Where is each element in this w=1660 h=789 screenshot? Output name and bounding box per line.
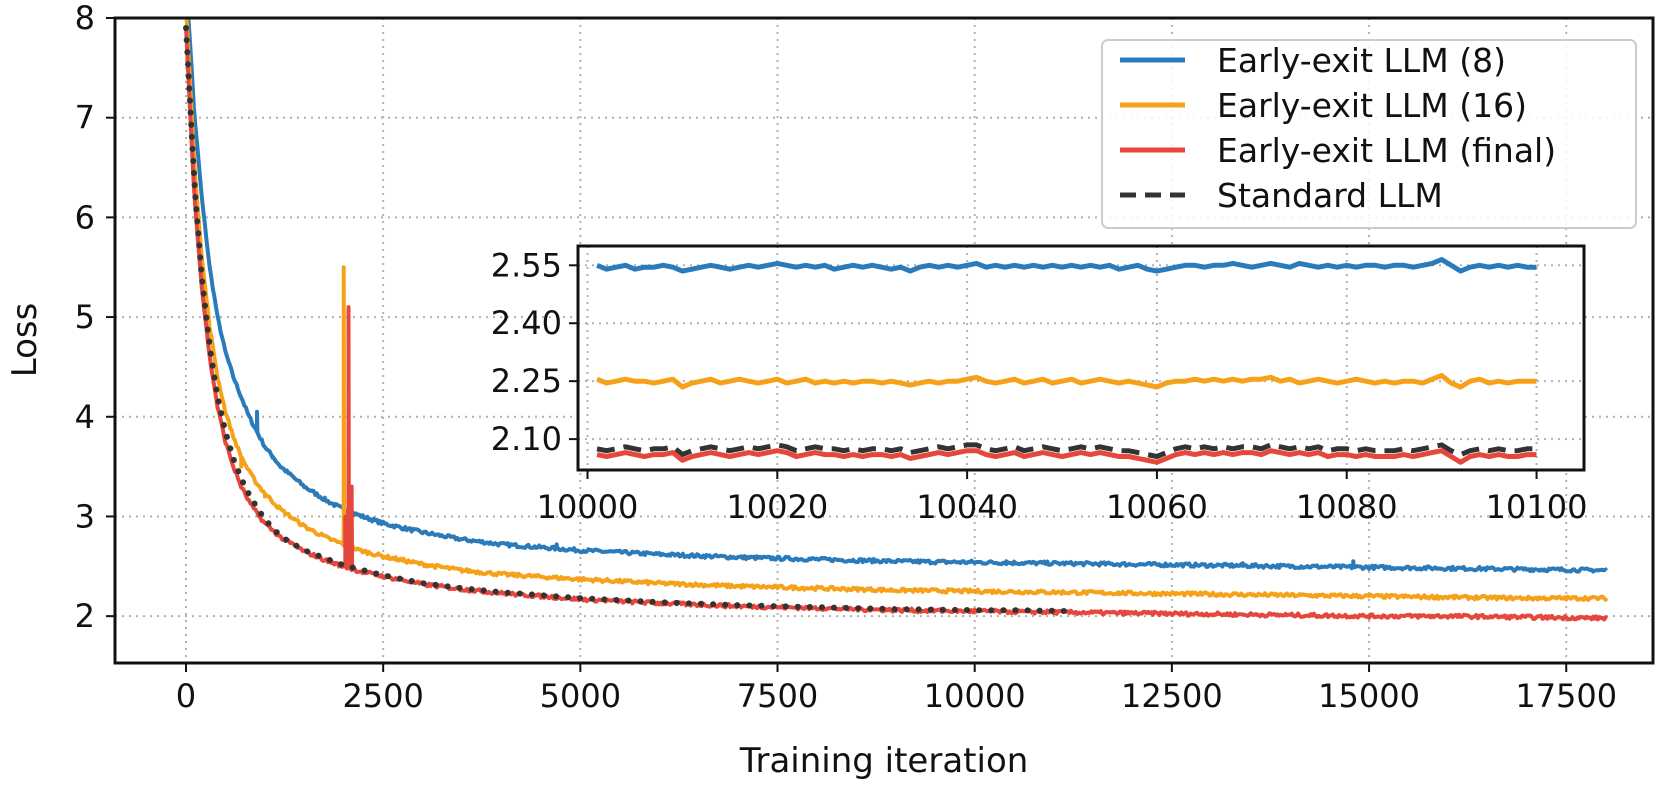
inset-x-tick-label: 10020: [726, 488, 828, 526]
y-tick-label: 5: [75, 298, 95, 336]
inset-x-tick-label: 10000: [537, 488, 639, 526]
x-tick-label: 5000: [540, 677, 621, 715]
legend-items: Early-exit LLM (8) Early-exit LLM (16) Ear…: [1120, 41, 1556, 215]
x-tick-label: 0: [176, 677, 196, 715]
inset-plot-frame: [576, 244, 1586, 472]
y-tick-label: 6: [75, 198, 95, 236]
x-tick-label: 15000: [1318, 677, 1420, 715]
main-series-group: [183, 18, 1608, 622]
legend-label-early-exit-llm-16: Early-exit LLM (16): [1217, 86, 1527, 125]
inset-background: [578, 246, 1584, 470]
legend-box: [1101, 39, 1637, 229]
series-line-early-exit-llm-final: [184, 27, 1608, 622]
inset-y-tick-label: 2.55: [491, 246, 562, 284]
x-tick-label: 10000: [924, 677, 1026, 715]
legend-label-standard-llm: Standard LLM: [1217, 176, 1443, 215]
legend-label-early-exit-llm-8: Early-exit LLM (8): [1217, 41, 1506, 80]
inset-x-tick-label: 10100: [1486, 488, 1588, 526]
x-axis-label: Training iteration: [739, 741, 1029, 781]
x-tick-label: 12500: [1121, 677, 1223, 715]
inset-x-tick-label: 10080: [1296, 488, 1398, 526]
x-tick-label: 17500: [1515, 677, 1617, 715]
inset-axis-ticks: 10000 10020 10040 10060 10080 10100 2.10 2.25 2.…: [491, 246, 1588, 526]
inset-series-line-early-exit-llm-final: [596, 448, 1537, 465]
x-tick-label: 7500: [737, 677, 818, 715]
y-tick-label: 2: [75, 597, 95, 635]
series-line-early-exit-llm-8: [186, 18, 1608, 574]
legend: Early-exit LLM (8) Early-exit LLM (16) Ear…: [1101, 39, 1637, 229]
main-plot-frame: [113, 16, 1655, 665]
inset-plot-lines: [596, 257, 1537, 465]
inset-y-tick-label: 2.25: [491, 362, 562, 400]
y-tick-label: 3: [75, 497, 95, 535]
inset-y-tick-label: 2.40: [491, 304, 562, 342]
inset-x-tick-label: 10060: [1106, 488, 1208, 526]
y-tick-label: 4: [75, 398, 95, 436]
inset-x-tick-label: 10040: [916, 488, 1018, 526]
series-line-early-exit-llm-16: [184, 18, 1608, 602]
inset-series-line-standard-llm: [596, 442, 1537, 459]
inset-y-tick-label: 2.10: [491, 420, 562, 458]
series-line-standard-llm: [183, 25, 1077, 615]
inset-series-line-early-exit-llm-16: [596, 372, 1537, 390]
main-plot-lines: [183, 18, 1608, 622]
inset-grid: [578, 246, 1584, 470]
x-tick-label: 2500: [342, 677, 423, 715]
legend-label-early-exit-llm-final: Early-exit LLM (final): [1217, 131, 1556, 170]
y-axis-label: Loss: [5, 303, 45, 378]
main-axis-ticks: 0 2500 5000 7500 10000 12500 15000 17500 2 3 4 5 6 7 8: [75, 0, 1617, 715]
y-tick-label: 8: [75, 0, 95, 37]
inset-series-line-early-exit-llm-8: [596, 257, 1537, 274]
y-tick-label: 7: [75, 99, 95, 137]
